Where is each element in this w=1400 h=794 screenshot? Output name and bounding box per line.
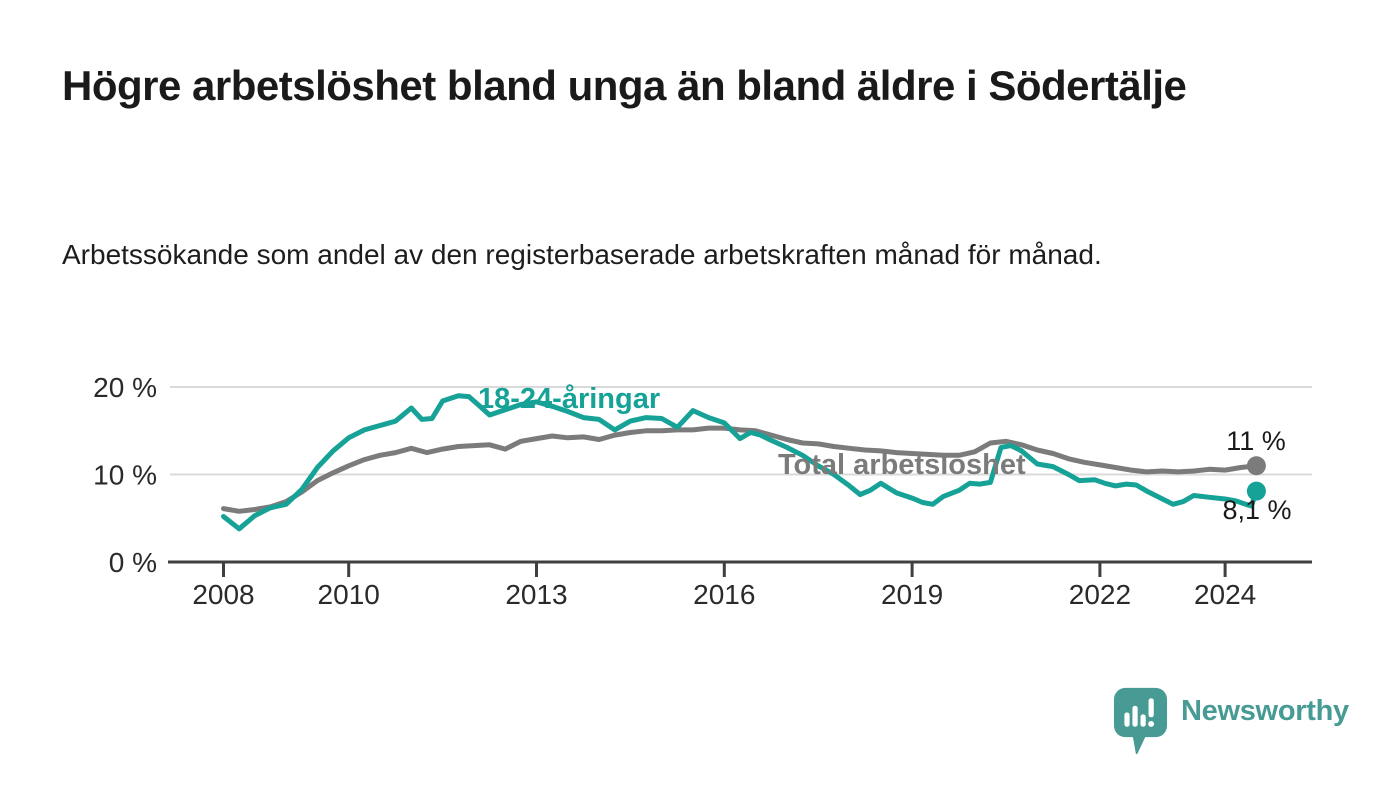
y-tick-label: 10 % bbox=[93, 460, 157, 491]
series-label-total: Total arbetslöshet bbox=[778, 449, 1026, 481]
brand-wordmark: Newsworthy bbox=[1181, 695, 1349, 727]
x-tick-label: 2013 bbox=[505, 579, 567, 610]
branding: Newsworthy bbox=[1112, 686, 1349, 758]
y-tick-label: 20 % bbox=[93, 372, 157, 403]
end-dot-total bbox=[1246, 456, 1266, 476]
x-tick-label: 2010 bbox=[318, 579, 380, 610]
speech-bubble-bar-chart-icon bbox=[1113, 687, 1168, 755]
x-tick-label: 2008 bbox=[192, 579, 254, 610]
end-dot-young bbox=[1246, 481, 1266, 501]
x-tick-label: 2019 bbox=[881, 579, 943, 610]
series-end-dots bbox=[1246, 456, 1266, 501]
x-tick-label: 2022 bbox=[1069, 579, 1131, 610]
x-tick-label: 2024 bbox=[1194, 579, 1256, 610]
page-title: Högre arbetslöshet bland unga än bland ä… bbox=[62, 62, 1187, 109]
axes: 2008 2010 2013 2016 2019 2022 2024 0 % 10 % 20 % bbox=[93, 372, 1312, 610]
chart-subtitle: Arbetssökande som andel av den registerb… bbox=[62, 239, 1102, 270]
y-tick-label: 0 % bbox=[109, 547, 157, 578]
end-value-label-young: 8,1 % bbox=[1222, 495, 1291, 525]
series-lines bbox=[221, 393, 1259, 532]
end-value-label-total: 11 % bbox=[1226, 426, 1286, 456]
series-line-total bbox=[221, 425, 1259, 514]
series-line-young bbox=[221, 393, 1259, 532]
gridlines bbox=[170, 386, 1312, 476]
x-tick-label: 2016 bbox=[693, 579, 755, 610]
series-label-young: 18-24-åringar bbox=[478, 383, 660, 415]
